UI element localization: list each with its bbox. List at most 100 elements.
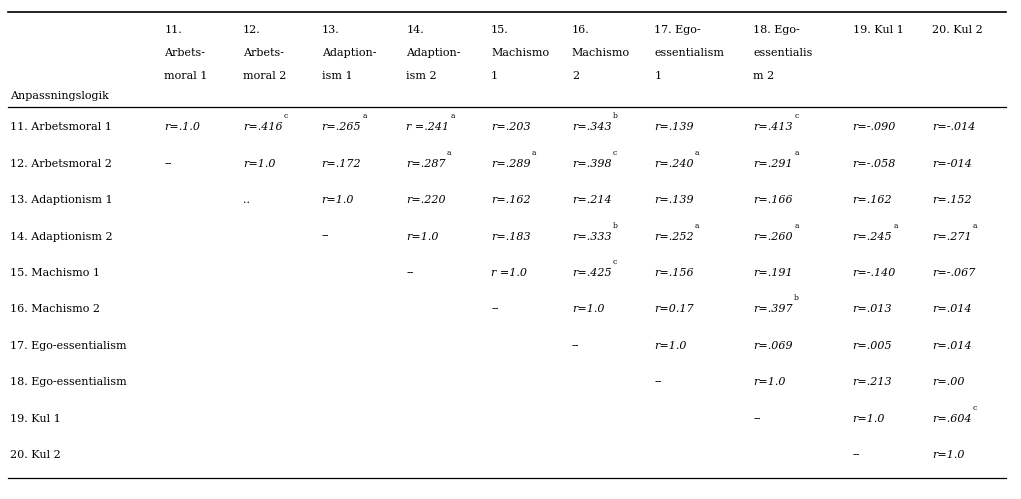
- Text: a: a: [794, 222, 798, 230]
- Text: r=.203: r=.203: [491, 122, 531, 132]
- Text: ism 1: ism 1: [322, 71, 352, 81]
- Text: a: a: [362, 112, 367, 120]
- Text: --: --: [491, 304, 498, 314]
- Text: a: a: [532, 149, 536, 157]
- Text: r=.00: r=.00: [932, 377, 965, 387]
- Text: b: b: [613, 222, 618, 230]
- Text: c: c: [613, 149, 617, 157]
- Text: r=.240: r=.240: [654, 159, 694, 169]
- Text: r=-.058: r=-.058: [853, 159, 895, 169]
- Text: 14.: 14.: [406, 25, 424, 35]
- Text: a: a: [450, 112, 455, 120]
- Text: r=.416: r=.416: [243, 122, 283, 132]
- Text: r =1.0: r =1.0: [491, 268, 527, 278]
- Text: 1: 1: [654, 71, 662, 81]
- Text: 17. Ego-essentialism: 17. Ego-essentialism: [10, 341, 127, 351]
- Text: a: a: [893, 222, 897, 230]
- Text: c: c: [284, 112, 288, 120]
- Text: Adaption-: Adaption-: [406, 48, 460, 58]
- Text: 16. Machismo 2: 16. Machismo 2: [10, 304, 100, 314]
- Text: --: --: [322, 232, 329, 242]
- Text: r=1.0: r=1.0: [406, 232, 439, 242]
- Text: r=.014: r=.014: [932, 304, 972, 314]
- Text: b: b: [794, 294, 799, 302]
- Text: r=.343: r=.343: [572, 122, 612, 132]
- Text: essentialism: essentialism: [654, 48, 725, 58]
- Text: r=.291: r=.291: [753, 159, 793, 169]
- Text: a: a: [973, 222, 977, 230]
- Text: 18. Ego-: 18. Ego-: [753, 25, 800, 35]
- Text: a: a: [447, 149, 451, 157]
- Text: r=-.090: r=-.090: [853, 122, 895, 132]
- Text: r=.271: r=.271: [932, 232, 972, 242]
- Text: a: a: [794, 149, 798, 157]
- Text: c: c: [973, 404, 977, 412]
- Text: --: --: [406, 268, 414, 278]
- Text: r=1.0: r=1.0: [243, 159, 276, 169]
- Text: r=-.140: r=-.140: [853, 268, 895, 278]
- Text: ..: ..: [243, 195, 250, 205]
- Text: 11. Arbetsmoral 1: 11. Arbetsmoral 1: [10, 122, 112, 132]
- Text: 20. Kul 2: 20. Kul 2: [10, 450, 61, 460]
- Text: moral 2: moral 2: [243, 71, 286, 81]
- Text: r=.397: r=.397: [753, 304, 793, 314]
- Text: r =.241: r =.241: [406, 122, 449, 132]
- Text: Anpassningslogik: Anpassningslogik: [10, 91, 109, 101]
- Text: Arbets-: Arbets-: [243, 48, 284, 58]
- Text: r=.139: r=.139: [654, 122, 694, 132]
- Text: r=.152: r=.152: [932, 195, 972, 205]
- Text: --: --: [164, 159, 172, 169]
- Text: c: c: [794, 112, 798, 120]
- Text: 2: 2: [572, 71, 579, 81]
- Text: ism 2: ism 2: [406, 71, 437, 81]
- Text: b: b: [613, 112, 618, 120]
- Text: r=.162: r=.162: [853, 195, 892, 205]
- Text: r=.604: r=.604: [932, 414, 972, 424]
- Text: r=.287: r=.287: [406, 159, 446, 169]
- Text: r=1.0: r=1.0: [572, 304, 604, 314]
- Text: r=.333: r=.333: [572, 232, 612, 242]
- Text: r=.139: r=.139: [654, 195, 694, 205]
- Text: 12.: 12.: [243, 25, 260, 35]
- Text: 19. Kul 1: 19. Kul 1: [853, 25, 904, 35]
- Text: essentialis: essentialis: [753, 48, 813, 58]
- Text: r=.398: r=.398: [572, 159, 612, 169]
- Text: r=1.0: r=1.0: [753, 377, 786, 387]
- Text: --: --: [654, 377, 662, 387]
- Text: Arbets-: Arbets-: [164, 48, 205, 58]
- Text: Machismo: Machismo: [572, 48, 630, 58]
- Text: r=0.17: r=0.17: [654, 304, 694, 314]
- Text: r=.289: r=.289: [491, 159, 531, 169]
- Text: r=.413: r=.413: [753, 122, 793, 132]
- Text: --: --: [753, 414, 761, 424]
- Text: 16.: 16.: [572, 25, 589, 35]
- Text: r=.014: r=.014: [932, 341, 972, 351]
- Text: m 2: m 2: [753, 71, 775, 81]
- Text: r=.213: r=.213: [853, 377, 892, 387]
- Text: r=.425: r=.425: [572, 268, 612, 278]
- Text: 19. Kul 1: 19. Kul 1: [10, 414, 61, 424]
- Text: r=.214: r=.214: [572, 195, 612, 205]
- Text: r=.1.0: r=.1.0: [164, 122, 200, 132]
- Text: a: a: [695, 149, 699, 157]
- Text: r=.245: r=.245: [853, 232, 892, 242]
- Text: r=1.0: r=1.0: [932, 450, 965, 460]
- Text: r=1.0: r=1.0: [853, 414, 885, 424]
- Text: 11.: 11.: [164, 25, 182, 35]
- Text: 12. Arbetsmoral 2: 12. Arbetsmoral 2: [10, 159, 112, 169]
- Text: 20. Kul 2: 20. Kul 2: [932, 25, 983, 35]
- Text: r=-.014: r=-.014: [932, 122, 975, 132]
- Text: 15. Machismo 1: 15. Machismo 1: [10, 268, 100, 278]
- Text: Adaption-: Adaption-: [322, 48, 376, 58]
- Text: --: --: [853, 450, 860, 460]
- Text: r=-014: r=-014: [932, 159, 972, 169]
- Text: r=.183: r=.183: [491, 232, 531, 242]
- Text: 13. Adaptionism 1: 13. Adaptionism 1: [10, 195, 113, 205]
- Text: r=.162: r=.162: [491, 195, 531, 205]
- Text: r=.220: r=.220: [406, 195, 446, 205]
- Text: r=.191: r=.191: [753, 268, 793, 278]
- Text: r=.265: r=.265: [322, 122, 361, 132]
- Text: 13.: 13.: [322, 25, 339, 35]
- Text: moral 1: moral 1: [164, 71, 207, 81]
- Text: 15.: 15.: [491, 25, 508, 35]
